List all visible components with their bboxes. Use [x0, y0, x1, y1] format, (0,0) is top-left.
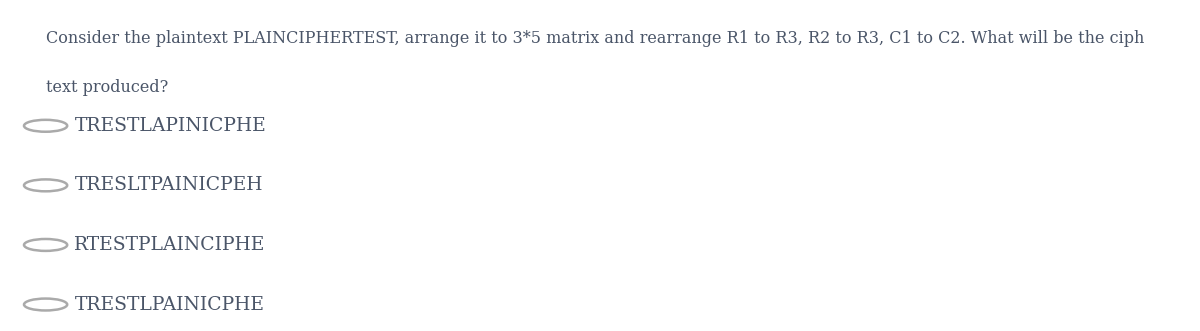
- Text: TRESTLPAINICPHE: TRESTLPAINICPHE: [74, 296, 264, 313]
- Text: text produced?: text produced?: [46, 79, 168, 96]
- Text: TRESLTPAINICPEH: TRESLTPAINICPEH: [74, 176, 263, 194]
- Text: TRESTLAPINICPHE: TRESTLAPINICPHE: [74, 117, 266, 135]
- Text: Consider the plaintext PLAINCIPHERTEST, arrange it to 3*5 matrix and rearrange R: Consider the plaintext PLAINCIPHERTEST, …: [46, 30, 1144, 47]
- Text: RTESTPLAINCIPHE: RTESTPLAINCIPHE: [74, 236, 265, 254]
